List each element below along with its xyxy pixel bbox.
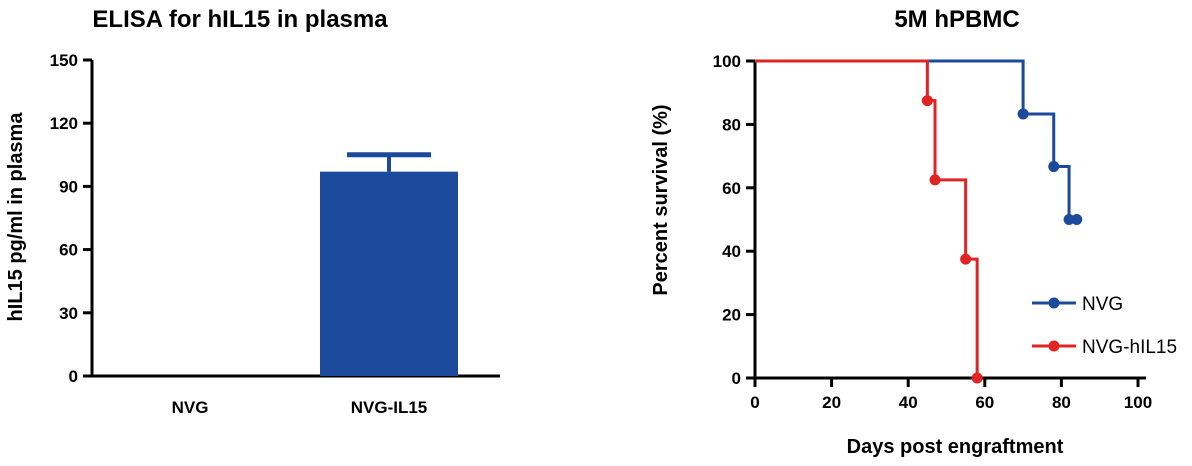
y-tick-label: 100	[713, 52, 741, 71]
y-tick-label: 60	[59, 241, 78, 260]
survival-chart-x-axis-title: Days post engraftment	[847, 436, 1064, 458]
censor-marker	[971, 372, 983, 384]
censor-marker	[1017, 108, 1029, 120]
y-tick-label: 30	[59, 304, 78, 323]
survival-chart-x-axis: 0 20 40 60 80 100	[750, 376, 1152, 412]
legend-label: NVG-hIL15	[1082, 337, 1177, 358]
x-tick-label: NVG-IL15	[351, 398, 428, 417]
y-tick-label: 120	[50, 114, 78, 133]
survival-chart-legend: NVG NVG-hIL15	[1032, 294, 1177, 358]
bar-chart-y-axis: 0 30 60 90 120 150	[50, 51, 94, 386]
y-tick-label: 0	[69, 367, 78, 386]
bar-chart: ELISA for hIL15 in plasma hIL15 pg/ml in…	[5, 6, 500, 417]
x-tick-label: 100	[1124, 393, 1152, 412]
y-tick-label: 0	[732, 369, 741, 388]
x-tick-label: 60	[975, 393, 994, 412]
x-tick-label: 80	[1052, 393, 1071, 412]
y-tick-label: 60	[722, 179, 741, 198]
censor-marker	[1063, 214, 1075, 225]
y-tick-label: 150	[50, 51, 78, 70]
censor-marker	[1071, 214, 1083, 225]
legend-marker	[1048, 340, 1060, 352]
survival-chart-title: 5M hPBMC	[894, 6, 1019, 33]
x-tick-label: 20	[822, 393, 841, 412]
censor-marker	[1048, 161, 1060, 173]
survival-chart-y-axis-title: Percent survival (%)	[650, 104, 672, 295]
survival-chart-y-axis: 0 20 40 60 80 100	[713, 52, 757, 388]
x-tick-label: NVG	[172, 398, 209, 417]
censor-marker	[960, 253, 972, 265]
x-tick-label: 40	[899, 393, 918, 412]
bar-chart-bars	[320, 152, 458, 376]
censor-marker	[921, 95, 933, 107]
legend-label: NVG	[1082, 294, 1123, 315]
bar	[320, 171, 458, 376]
survival-curve	[755, 59, 1077, 221]
survival-chart-series	[755, 59, 1083, 384]
y-tick-label: 20	[722, 306, 741, 325]
x-tick-label: 0	[750, 393, 759, 412]
y-tick-label: 90	[59, 177, 78, 196]
bar-chart-y-axis-title: hIL15 pg/ml in plasma	[5, 112, 27, 322]
survival-chart: 5M hPBMC Percent survival (%) Days post …	[650, 6, 1177, 458]
y-tick-label: 80	[722, 115, 741, 134]
bar-chart-x-axis: NVG NVG-IL15	[92, 374, 500, 417]
survival-curve	[755, 59, 979, 378]
y-tick-label: 40	[722, 242, 741, 261]
censor-marker	[929, 174, 941, 186]
bar-chart-title: ELISA for hIL15 in plasma	[92, 6, 388, 33]
legend-marker	[1048, 297, 1060, 309]
